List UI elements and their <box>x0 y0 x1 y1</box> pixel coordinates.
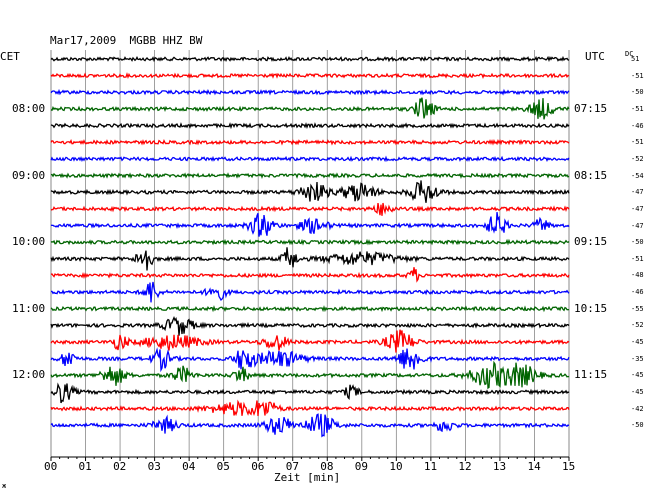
dc-value: -50 <box>631 88 644 97</box>
x-tick-label: 00 <box>44 460 58 473</box>
x-tick-label: 15 <box>562 460 576 473</box>
dc-value: -35 <box>631 354 644 363</box>
trace-line <box>50 316 570 336</box>
dc-value: -47 <box>631 204 644 213</box>
x-tick-label: 07 <box>285 460 299 473</box>
trace-line <box>50 155 570 163</box>
dc-value: -51 <box>631 138 644 147</box>
x-tick-label: 06 <box>251 460 265 473</box>
dc-value: -51 <box>631 104 644 113</box>
dc-value: -46 <box>631 288 644 297</box>
trace-line <box>51 281 570 303</box>
dc-value: -51 <box>631 71 644 80</box>
dc-value: -52 <box>631 321 644 330</box>
dc-value: -55 <box>631 304 644 313</box>
right-time-label: 10:15 <box>574 301 608 315</box>
x-tick-label: 05 <box>216 460 230 473</box>
x-tick-label: 02 <box>113 460 127 473</box>
dc-value: -45 <box>631 338 644 347</box>
dc-value: -47 <box>631 188 644 197</box>
plot-header: Mar17,2009 MGBB HHZ BW <box>50 35 202 47</box>
grid-lines <box>50 50 570 458</box>
right-time-label: 08:15 <box>574 168 608 182</box>
dc-value: -50 <box>631 238 644 247</box>
dc-value: -54 <box>631 171 644 180</box>
trace-line <box>50 382 570 404</box>
right-time-label: 07:15 <box>574 101 608 115</box>
x-tick-label: 04 <box>182 460 196 473</box>
trace-line <box>50 138 570 146</box>
x-axis-title: Zeit [min] <box>274 471 341 484</box>
dc-value: -52 <box>631 154 644 163</box>
right-time-label: 09:15 <box>574 235 608 249</box>
dc-value: -51 <box>631 254 644 263</box>
x-tick-label: 12 <box>458 460 472 473</box>
left-time-label: 09:00 <box>12 168 46 182</box>
x-tick-label: 14 <box>527 460 541 473</box>
trace-line <box>50 72 570 80</box>
dc-value: -45 <box>631 388 644 396</box>
x-tick-label: 11 <box>423 460 438 473</box>
trace-line <box>50 172 570 180</box>
dc-value: -47 <box>631 221 644 230</box>
trace-line <box>50 238 570 246</box>
trace-line <box>50 180 570 203</box>
x-tick-label: 09 <box>354 460 369 473</box>
trace-line <box>50 267 570 283</box>
left-timezone-label: CET <box>0 50 20 63</box>
trace-line <box>50 202 570 216</box>
x-tick-label: 08 <box>320 460 334 473</box>
trace-line <box>50 88 570 96</box>
trace-line <box>50 347 570 373</box>
header-date: Mar17,2009 <box>50 34 117 47</box>
trace-line <box>50 399 570 417</box>
x-tick-label: 10 <box>389 460 403 473</box>
dc-value: -48 <box>631 271 644 280</box>
x-tick-label: 01 <box>78 460 92 473</box>
trace-line <box>50 305 570 313</box>
header-station: MGBB HHZ BW <box>129 34 203 47</box>
left-time-label: 08:00 <box>12 101 46 115</box>
trace-line <box>50 247 570 271</box>
dc-value: -46 <box>631 121 644 130</box>
trace-line <box>50 212 570 237</box>
dc-header-label: DC <box>625 50 634 58</box>
left-time-label: 11:00 <box>12 301 46 315</box>
right-timezone-label: UTC <box>585 50 605 63</box>
right-time-label: 11:15 <box>574 368 608 382</box>
corner-mark: ж <box>2 482 7 490</box>
trace-line <box>50 97 570 120</box>
left-time-label: 10:00 <box>12 235 46 249</box>
dc-value: -42 <box>631 404 644 413</box>
dc-value: -45 <box>631 371 644 380</box>
trace-line <box>50 55 570 63</box>
x-tick-label: 03 <box>147 460 161 473</box>
dc-value: -50 <box>631 421 644 430</box>
trace-line <box>50 413 570 438</box>
left-time-label: 12:00 <box>12 368 46 382</box>
x-axis-ticks <box>50 457 570 461</box>
trace-line <box>50 329 570 353</box>
dc-value: 51 <box>631 55 640 63</box>
seismic-traces <box>50 55 570 438</box>
trace-line <box>50 360 570 390</box>
trace-line <box>50 122 570 130</box>
x-tick-label: 13 <box>492 460 507 473</box>
